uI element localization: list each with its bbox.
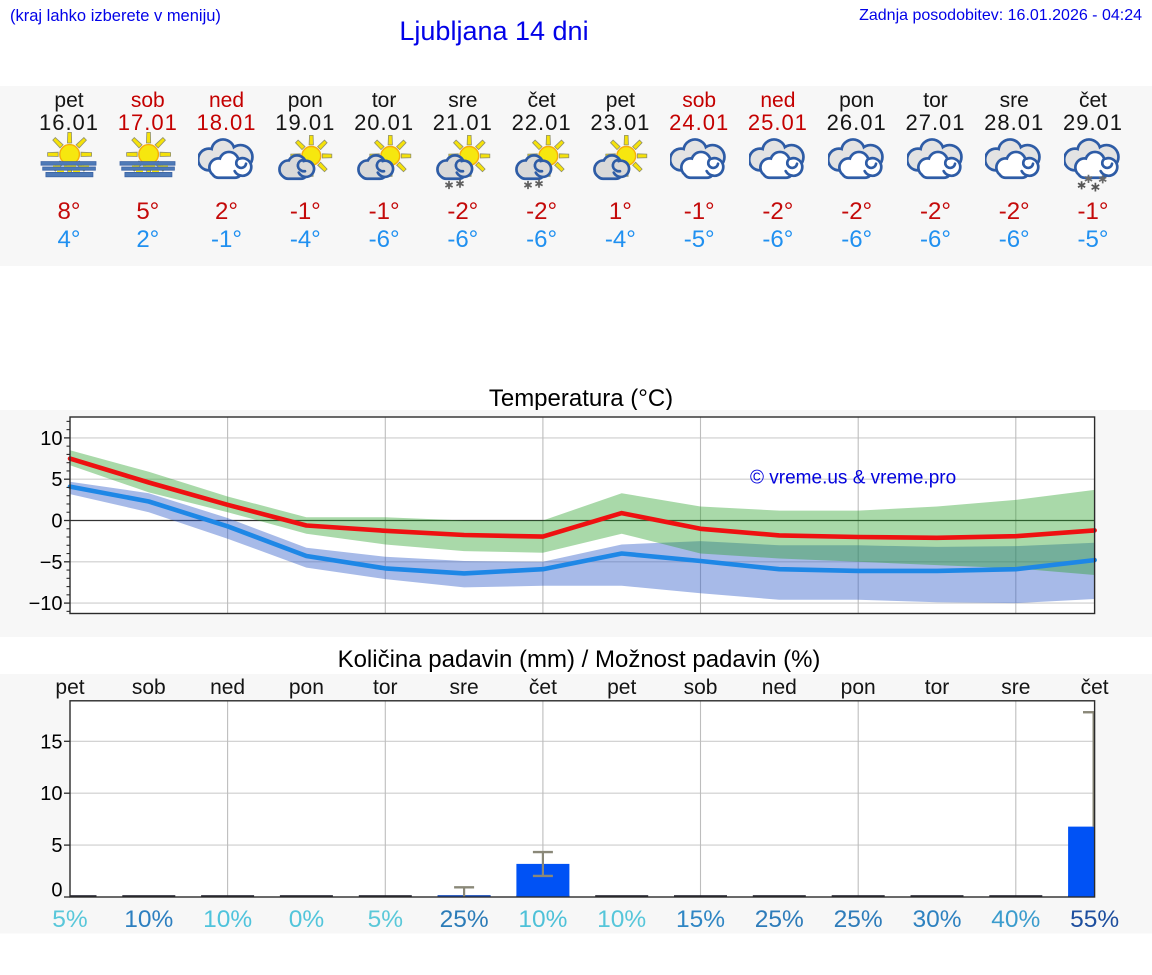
svg-text:10: 10 xyxy=(40,783,62,805)
svg-text:30%: 30% xyxy=(912,906,961,933)
svg-text:sre: sre xyxy=(450,676,479,699)
svg-text:ned: ned xyxy=(210,676,245,699)
svg-text:sob: sob xyxy=(132,676,166,699)
svg-text:25%: 25% xyxy=(440,906,489,933)
svg-text:sre: sre xyxy=(1001,676,1030,699)
svg-text:−5: −5 xyxy=(40,552,63,574)
svg-text:tor: tor xyxy=(925,676,950,699)
svg-text:10: 10 xyxy=(40,428,62,450)
svg-text:pon: pon xyxy=(289,676,324,699)
svg-text:25%: 25% xyxy=(834,906,883,933)
svg-text:pet: pet xyxy=(55,676,84,699)
svg-text:25%: 25% xyxy=(755,906,804,933)
svg-text:čet: čet xyxy=(1081,676,1109,699)
svg-text:55%: 55% xyxy=(1070,906,1119,933)
svg-text:10%: 10% xyxy=(124,906,173,933)
svg-text:© vreme.us & vreme.pro: © vreme.us & vreme.pro xyxy=(750,468,956,489)
svg-text:40%: 40% xyxy=(991,906,1040,933)
svg-text:sob: sob xyxy=(684,676,718,699)
svg-text:0: 0 xyxy=(51,511,62,533)
svg-text:5%: 5% xyxy=(52,906,87,933)
svg-text:0%: 0% xyxy=(289,906,324,933)
svg-text:tor: tor xyxy=(373,676,398,699)
svg-text:15: 15 xyxy=(40,731,62,753)
svg-text:−10: −10 xyxy=(29,593,63,615)
svg-text:ned: ned xyxy=(762,676,797,699)
svg-text:čet: čet xyxy=(529,676,557,699)
svg-text:10%: 10% xyxy=(203,906,252,933)
svg-text:5: 5 xyxy=(51,835,62,857)
svg-text:10%: 10% xyxy=(518,906,567,933)
svg-text:5: 5 xyxy=(51,469,62,491)
svg-text:pet: pet xyxy=(607,676,636,699)
svg-text:5%: 5% xyxy=(368,906,403,933)
svg-text:15%: 15% xyxy=(676,906,725,933)
svg-text:pon: pon xyxy=(841,676,876,699)
svg-text:10%: 10% xyxy=(597,906,646,933)
svg-text:0: 0 xyxy=(51,880,62,902)
